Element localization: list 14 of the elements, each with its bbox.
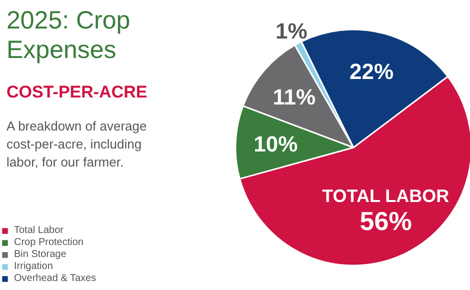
legend-label: Overhead & Taxes bbox=[14, 273, 96, 284]
text: A breakdown of average cost-per-acre, including labor, for our farmer. bbox=[6, 118, 147, 170]
text: COST-PER-ACRE bbox=[6, 82, 148, 102]
chart-title: 2025: Crop Expenses bbox=[6, 6, 130, 64]
data-label: 11% bbox=[272, 84, 316, 110]
legend-label: Irrigation bbox=[14, 261, 53, 272]
data-label: 10% bbox=[254, 131, 298, 156]
data-label: 22% bbox=[350, 59, 394, 84]
data-label: 1% bbox=[276, 18, 308, 44]
legend-label: Crop Protection bbox=[14, 237, 84, 248]
data-label: 56% bbox=[360, 206, 412, 236]
legend-label: Bin Storage bbox=[14, 249, 66, 260]
legend-label: Total Labor bbox=[14, 225, 64, 236]
text: TOTAL LABOR bbox=[322, 186, 450, 206]
